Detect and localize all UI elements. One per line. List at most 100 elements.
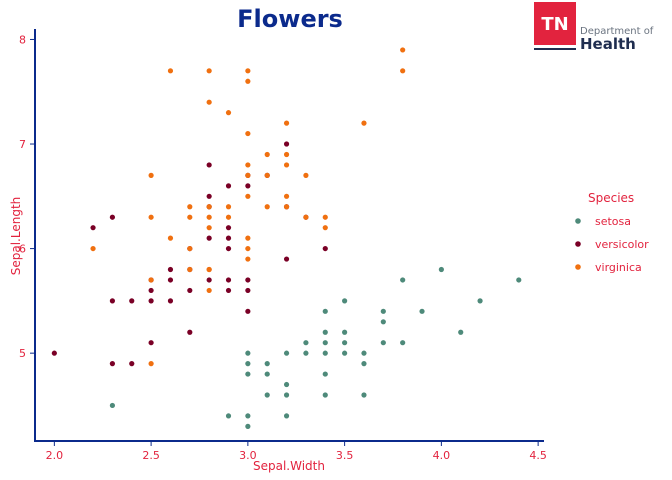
point-virginica xyxy=(245,172,251,178)
point-virginica xyxy=(225,214,232,220)
point-virginica xyxy=(283,204,290,210)
point-virginica xyxy=(206,266,212,273)
point-setosa xyxy=(245,350,251,356)
point-virginica xyxy=(245,68,251,74)
logo-underline xyxy=(534,48,576,50)
point-setosa xyxy=(245,423,251,429)
point-virginica xyxy=(187,245,193,252)
point-versicolor xyxy=(225,183,232,189)
point-versicolor xyxy=(225,287,232,294)
point-virginica xyxy=(225,204,232,210)
point-versicolor xyxy=(245,308,251,314)
point-setosa xyxy=(303,340,309,346)
point-versicolor xyxy=(245,277,251,283)
point-virginica xyxy=(322,225,328,231)
point-virginica xyxy=(400,68,406,74)
point-virginica xyxy=(206,287,212,294)
y-axis-title: Sepal.Length xyxy=(9,197,23,276)
point-setosa xyxy=(361,361,367,367)
point-versicolor xyxy=(109,214,116,220)
data-points xyxy=(51,47,522,429)
chart-title: Flowers xyxy=(237,5,343,33)
point-setosa xyxy=(438,266,444,273)
point-versicolor xyxy=(206,235,212,241)
point-versicolor xyxy=(206,277,212,283)
logo-badge xyxy=(534,2,576,45)
point-virginica xyxy=(400,47,406,53)
point-virginica xyxy=(167,68,174,74)
point-versicolor xyxy=(90,225,96,231)
point-virginica xyxy=(206,204,212,210)
point-virginica xyxy=(303,172,309,178)
point-virginica xyxy=(283,162,290,168)
point-versicolor xyxy=(283,256,290,262)
point-setosa xyxy=(342,350,348,356)
point-virginica xyxy=(303,214,309,220)
point-setosa xyxy=(322,340,328,346)
point-virginica xyxy=(361,120,367,126)
y-tick-label: 7 xyxy=(19,138,26,151)
legend-marker-virginica xyxy=(575,264,581,270)
x-tick-label: 3.5 xyxy=(336,449,354,462)
point-versicolor xyxy=(245,183,251,189)
point-virginica xyxy=(225,110,232,116)
point-setosa xyxy=(361,392,367,398)
point-setosa xyxy=(400,277,406,283)
legend-marker-setosa xyxy=(575,218,581,224)
point-setosa xyxy=(342,340,348,346)
point-setosa xyxy=(322,350,328,356)
point-virginica xyxy=(283,151,290,158)
x-tick-label: 2.5 xyxy=(142,449,160,462)
tn-health-logo: TN Department of Health xyxy=(534,2,654,53)
point-virginica xyxy=(322,214,328,220)
point-virginica xyxy=(245,193,251,199)
point-virginica xyxy=(148,172,154,178)
legend-marker-versicolor xyxy=(575,241,581,247)
point-versicolor xyxy=(283,141,290,147)
point-virginica xyxy=(206,99,212,105)
logo-line1: Department of xyxy=(580,26,654,37)
y-tick-label: 5 xyxy=(19,347,26,360)
point-versicolor xyxy=(245,287,251,294)
legend-label-versicolor: versicolor xyxy=(595,238,649,251)
point-virginica xyxy=(148,214,154,220)
legend-label-virginica: virginica xyxy=(595,261,642,274)
point-setosa xyxy=(283,413,290,419)
point-versicolor xyxy=(148,287,154,294)
point-setosa xyxy=(342,298,348,304)
point-setosa xyxy=(477,298,483,304)
point-versicolor xyxy=(109,298,116,304)
point-virginica xyxy=(245,130,251,137)
point-versicolor xyxy=(225,225,232,231)
point-virginica xyxy=(245,245,251,252)
point-setosa xyxy=(458,329,464,335)
x-tick-label: 4.5 xyxy=(529,449,547,462)
point-versicolor xyxy=(51,350,57,356)
point-setosa xyxy=(380,308,386,314)
y-tick-label: 8 xyxy=(19,33,26,46)
x-tick-label: 4.0 xyxy=(433,449,451,462)
point-virginica xyxy=(206,68,212,74)
point-versicolor xyxy=(187,329,193,335)
point-virginica xyxy=(90,245,96,252)
point-virginica xyxy=(283,120,290,126)
point-setosa xyxy=(225,413,232,419)
x-axis-ticks: 2.0 2.5 3.0 3.5 4.0 4.5 xyxy=(46,441,547,462)
point-setosa xyxy=(109,402,116,409)
point-versicolor xyxy=(148,340,154,346)
point-virginica xyxy=(148,277,154,283)
point-setosa xyxy=(264,371,270,377)
x-tick-label: 3.0 xyxy=(239,449,257,462)
point-setosa xyxy=(264,392,270,398)
point-setosa xyxy=(245,371,251,377)
point-versicolor xyxy=(322,245,328,252)
point-versicolor xyxy=(225,245,232,252)
point-setosa xyxy=(245,361,251,367)
point-virginica xyxy=(206,214,212,220)
point-setosa xyxy=(303,350,309,356)
point-versicolor xyxy=(206,193,212,199)
point-setosa xyxy=(322,371,328,377)
point-setosa xyxy=(400,340,406,346)
x-tick-label: 2.0 xyxy=(46,449,64,462)
